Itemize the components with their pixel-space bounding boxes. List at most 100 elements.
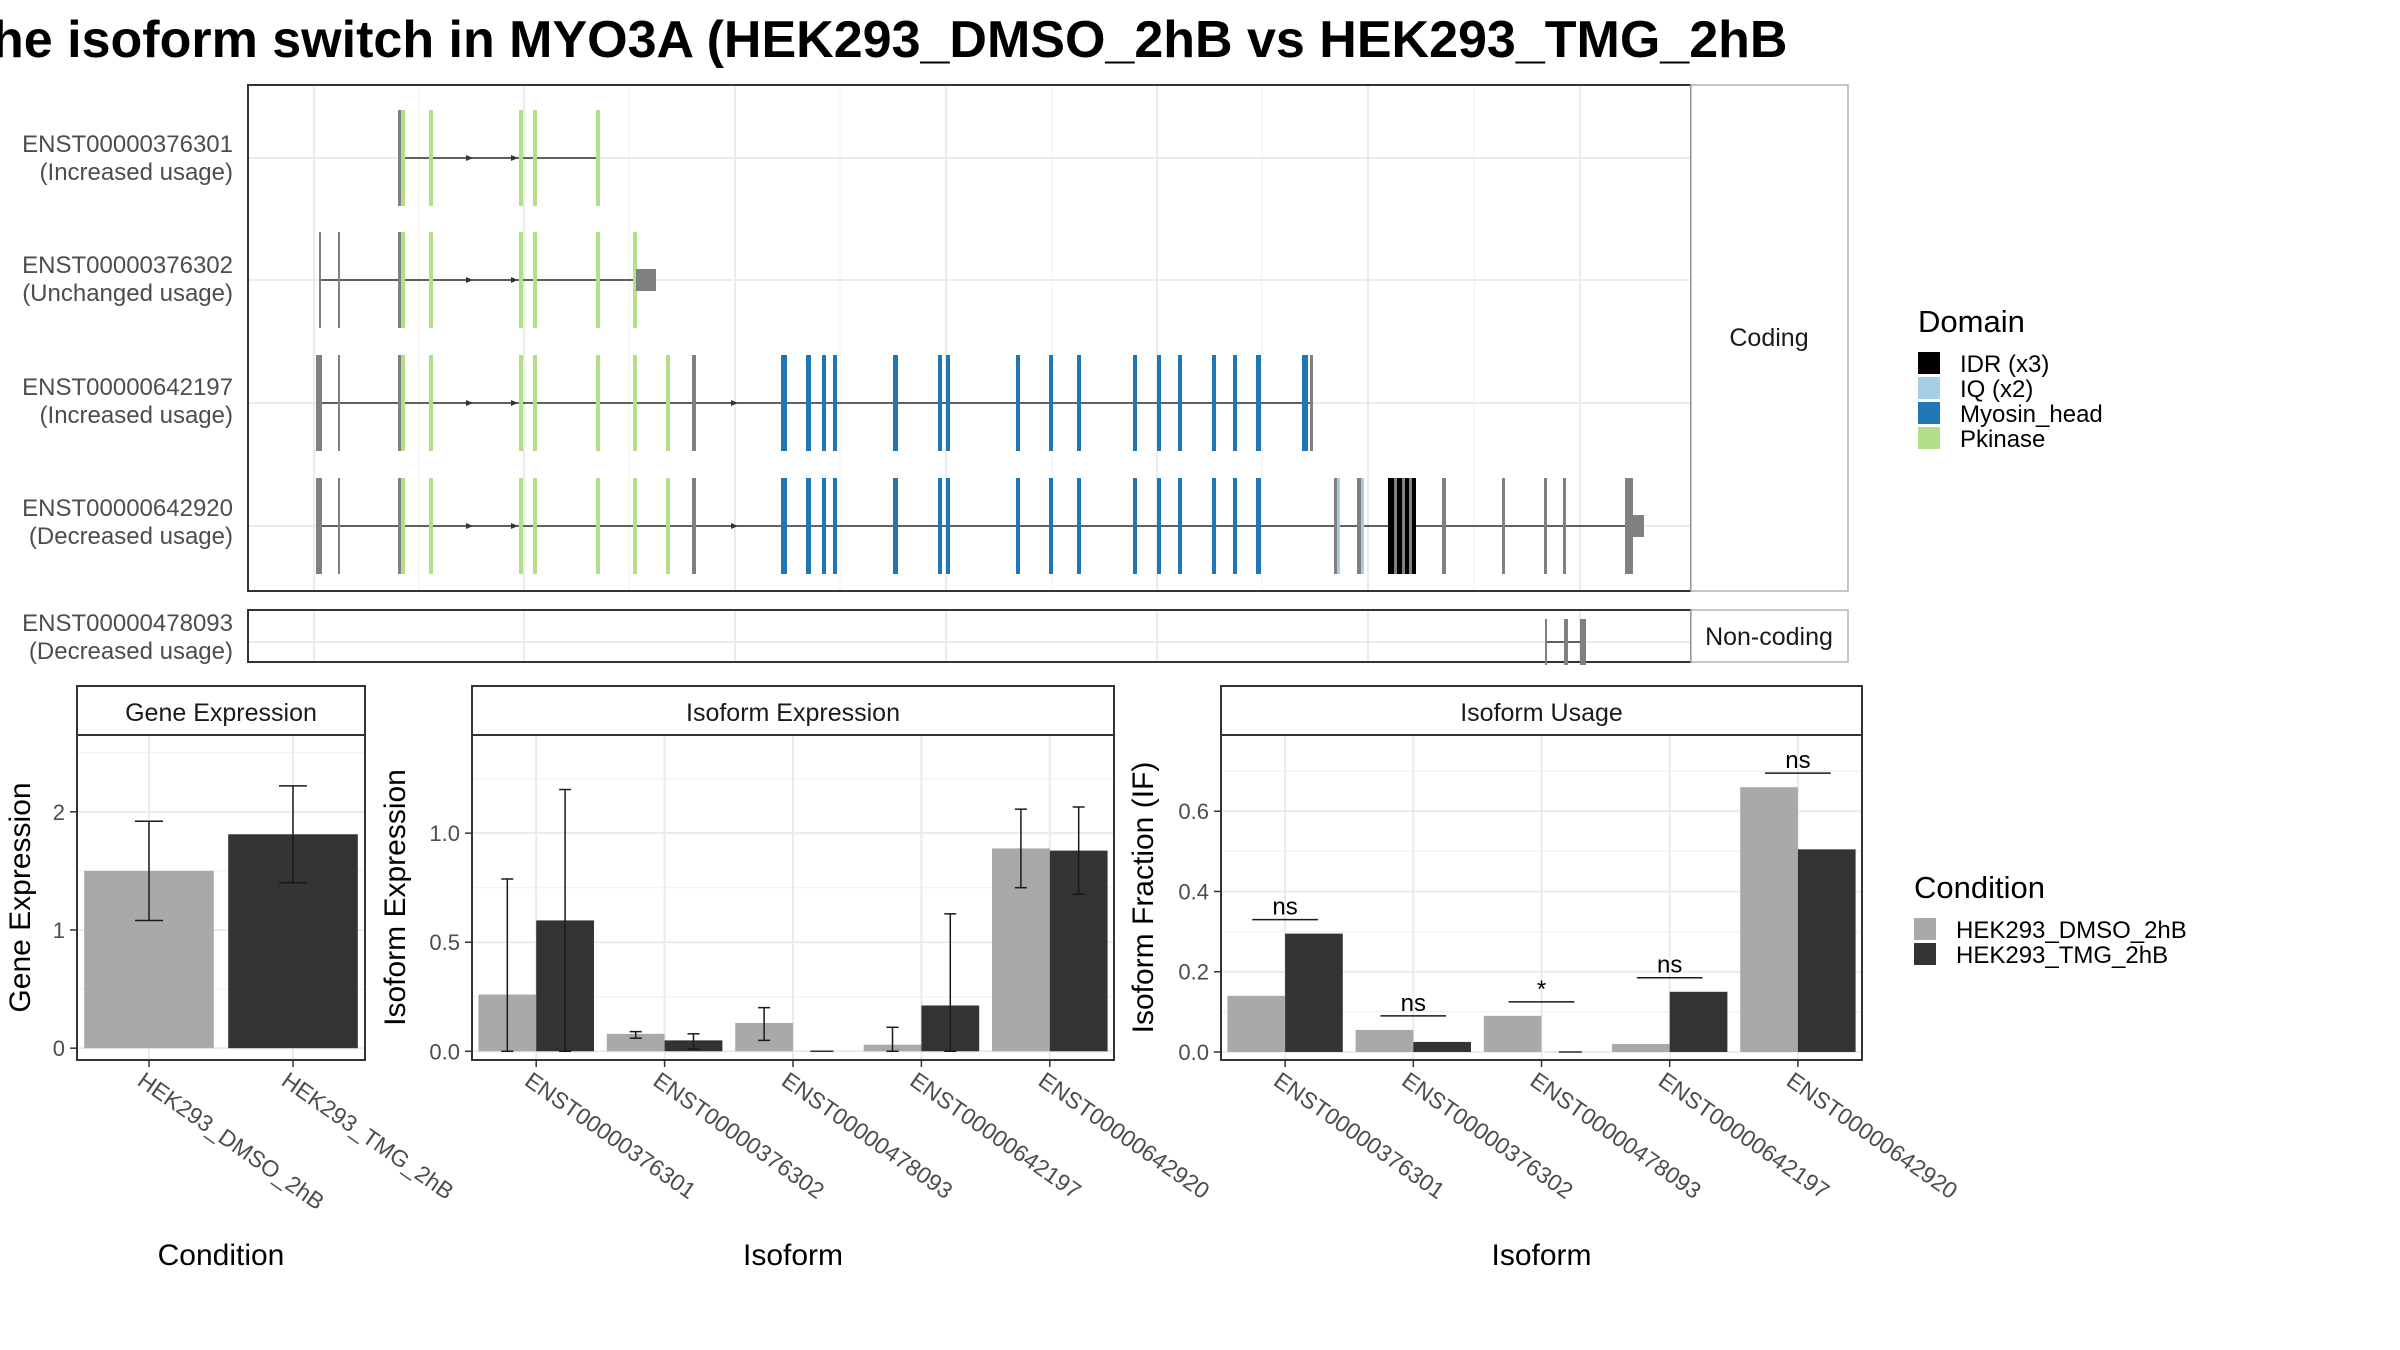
y-axis-title: Isoform Expression (379, 769, 412, 1026)
transcript-track (398, 110, 600, 206)
transcript-usage-label: (Increased usage) (40, 402, 233, 429)
legend-label-myosin-head: Myosin_head (1960, 401, 2103, 428)
exon-block (833, 478, 837, 574)
exon-block (781, 355, 787, 451)
exon-block (1049, 355, 1053, 451)
y-tick-label: 0.0 (1178, 1040, 1209, 1065)
transcript-track (319, 232, 656, 328)
legend-label-pkinase: Pkinase (1960, 426, 2045, 453)
exon-block (1545, 619, 1547, 665)
transcript-label: ENST00000376302 (22, 252, 233, 279)
exon-block (822, 478, 826, 574)
exon-block (1157, 355, 1161, 451)
panel-frame (76, 734, 366, 1061)
exon-block (519, 110, 523, 206)
legend-label-tmg: HEK293_TMG_2hB (1956, 942, 2168, 969)
exon-block (633, 478, 637, 574)
exon-block (1409, 478, 1412, 574)
exon-block (1394, 478, 1397, 574)
exon-block (946, 478, 950, 574)
facet-label-noncoding: Non-coding (1705, 623, 1833, 651)
exon-block (893, 355, 898, 451)
exon-block (1077, 478, 1081, 574)
exon-block (938, 478, 942, 574)
exon-block (633, 232, 637, 328)
exon-block (946, 355, 950, 451)
exon-block (781, 478, 787, 574)
transcript-usage-label: (Increased usage) (40, 159, 233, 186)
exon-block (1564, 619, 1568, 665)
exon-block (429, 355, 433, 451)
transcript-tracks (316, 110, 1644, 665)
exon-block (398, 355, 402, 451)
exon-block (1212, 478, 1216, 574)
bar (1227, 995, 1286, 1052)
y-tick-label: 1.0 (429, 821, 460, 846)
exon-block (533, 355, 537, 451)
exon-block (519, 232, 523, 328)
noncoding-panel-frame (247, 609, 1692, 663)
facet-strip-coding (1690, 84, 1849, 592)
exon-block (1337, 478, 1340, 574)
exon-block (316, 355, 322, 451)
direction-arrow (466, 523, 473, 529)
exon-block (596, 110, 600, 206)
transcript-label: ENST00000478093 (22, 610, 233, 637)
exon-block (1302, 355, 1308, 451)
exon-block (316, 478, 322, 574)
panel-title: Gene Expression (125, 699, 317, 727)
exon-block (338, 355, 340, 451)
exon-block (398, 478, 402, 574)
exon-block (806, 478, 811, 574)
exon-block (666, 478, 670, 574)
y-tick-label: 0.4 (1178, 879, 1209, 904)
exon-block (1133, 355, 1137, 451)
exon-block (1357, 478, 1361, 574)
exon-block (1157, 478, 1161, 574)
bar (1669, 991, 1728, 1052)
transcript-label: ENST00000376301 (22, 131, 233, 158)
significance-label: ns (1657, 952, 1682, 979)
y-tick-label: 1 (53, 918, 65, 943)
significance-label: * (1537, 976, 1546, 1003)
significance-label: ns (1785, 747, 1810, 774)
transcript-structure-panel: Coding Non-coding ENST00000376301 (Incre… (22, 84, 1849, 665)
legend-label-iq: IQ (x2) (1960, 376, 2033, 403)
transcript-usage-label: (Decreased usage) (29, 523, 233, 550)
condition-legend-title: Condition (1914, 870, 2045, 905)
figure-title: he isoform switch in MYO3A (HEK293_DMSO_… (0, 11, 1787, 69)
exon-block (1632, 515, 1644, 537)
transcript-label: ENST00000642197 (22, 374, 233, 401)
facet-label-coding: Coding (1729, 324, 1808, 352)
significance-label: ns (1272, 894, 1297, 921)
y-tick-label: 0.5 (429, 930, 460, 955)
exon-block (822, 355, 826, 451)
exon-block (398, 110, 402, 206)
transcript-track (316, 355, 1313, 451)
direction-arrow (511, 523, 518, 529)
legend-swatch-pkinase (1918, 427, 1940, 449)
exon-block (1310, 355, 1313, 451)
exon-block (1361, 478, 1364, 574)
exon-block (338, 232, 340, 328)
isoform-usage-chart: Isoform Usagensns*nsns0.00.20.40.6ENST00… (1127, 685, 1962, 1272)
direction-arrow (466, 277, 473, 283)
exon-block (1077, 355, 1081, 451)
exon-block (319, 232, 321, 328)
exon-block (596, 232, 600, 328)
bar (1797, 849, 1856, 1052)
exon-block (596, 355, 600, 451)
y-tick-label: 0.2 (1178, 960, 1209, 985)
exon-block (596, 478, 600, 574)
exon-block (938, 355, 942, 451)
isoform-expression-chart: Isoform Expression0.00.51.0ENST000003763… (379, 685, 1214, 1272)
bar (1483, 1015, 1542, 1052)
panel-title: Isoform Usage (1460, 699, 1623, 727)
exon-block (1563, 478, 1566, 574)
legend-swatch-iq (1918, 377, 1940, 399)
transcript-track (316, 478, 1644, 574)
legend-swatch-idr (1918, 352, 1940, 374)
bar (1355, 1029, 1414, 1052)
facet-strip-noncoding (1690, 609, 1849, 663)
panel-strip (471, 685, 1115, 736)
